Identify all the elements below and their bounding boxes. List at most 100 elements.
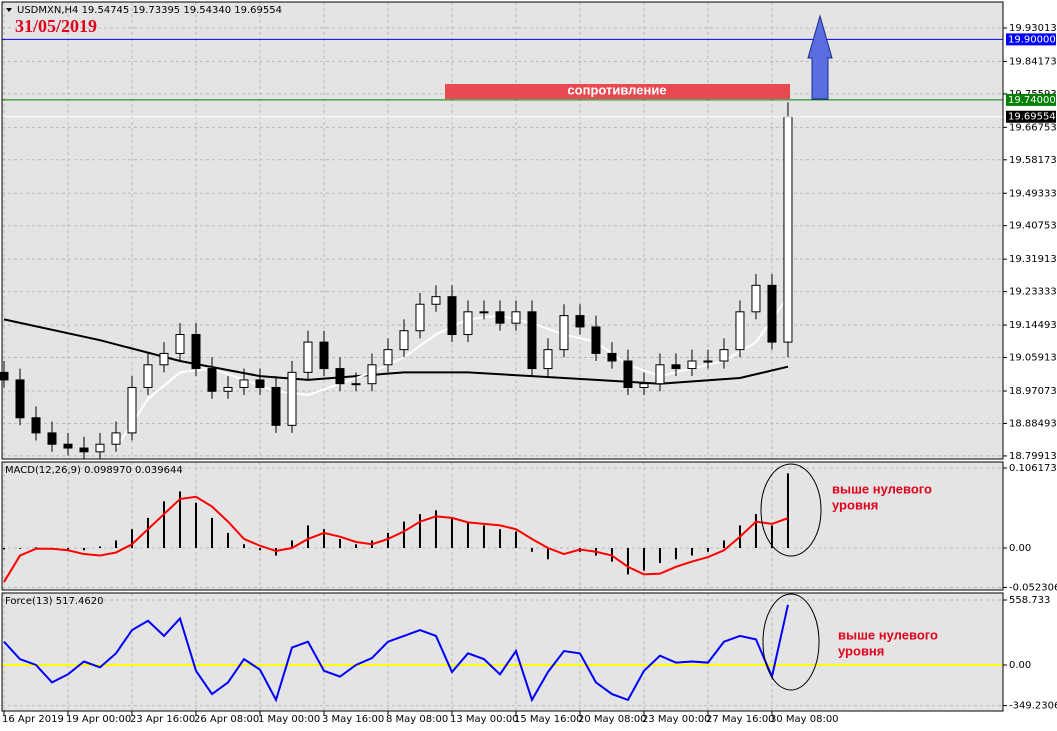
y-tick-label: 19.23333	[1009, 287, 1057, 298]
level-label-box	[1006, 110, 1056, 123]
up-arrow	[807, 14, 833, 100]
x-tick-label: 13 May 00:00	[450, 714, 519, 725]
candle-body	[15, 379, 25, 419]
candle-body	[751, 284, 761, 313]
level-label: 19.90000	[1008, 34, 1056, 45]
symbol-line: USDMXN,H4 19.54745 19.73395 19.54340 19.…	[17, 5, 282, 16]
y-tick-label: 0.00	[1009, 660, 1031, 671]
y-tick-label: 19.31913	[1009, 254, 1057, 265]
candle-body	[575, 315, 585, 328]
y-tick-label: -0.052306	[1009, 582, 1057, 593]
x-tick-label: 15 May 16:00	[514, 714, 583, 725]
candle-body	[735, 311, 745, 351]
y-tick-label: 19.05913	[1009, 353, 1057, 364]
candle-body	[639, 383, 649, 388]
x-tick-label: 20 May 08:00	[578, 714, 647, 725]
y-tick-label: 19.49333	[1009, 188, 1057, 199]
x-tick-label: 16 Apr 2019	[2, 714, 64, 725]
x-tick-label: 3 May 16:00	[322, 714, 384, 725]
x-tick-label: 23 May 00:00	[642, 714, 711, 725]
candle-body	[239, 379, 249, 388]
candle-body	[783, 116, 793, 343]
resistance-label: сопротивление	[567, 82, 666, 97]
candle-body	[399, 330, 409, 351]
candle-body	[271, 386, 281, 426]
y-tick-label: 18.88493	[1009, 418, 1057, 429]
candle-body	[63, 443, 73, 449]
panel	[1, 1, 1004, 460]
y-tick-label: 18.97073	[1009, 386, 1057, 397]
candle-body	[319, 341, 329, 370]
candle-body	[671, 364, 681, 370]
candle-body	[511, 311, 521, 324]
candle-body	[127, 386, 137, 434]
force-line	[3, 604, 789, 703]
y-tick-label: 0.00	[1009, 543, 1031, 554]
panel-title: MACD(12,26,9) 0.098970 0.039644	[5, 465, 183, 476]
y-tick-label: 19.84173	[1009, 56, 1057, 67]
annotation: выше нулевого	[832, 481, 932, 496]
y-tick-label: 18.79913	[1009, 451, 1057, 462]
panel-title: Force(13) 517.4620	[5, 596, 103, 607]
annotation: выше нулевого	[838, 627, 938, 642]
signal-line	[3, 495, 789, 583]
candle-body	[623, 360, 633, 388]
candle-body	[79, 447, 89, 453]
menu-triangle	[6, 8, 12, 12]
resistance-box	[445, 84, 790, 99]
y-tick-label: 19.66753	[1009, 122, 1057, 133]
candle-body	[351, 383, 361, 386]
candle-body	[415, 303, 425, 332]
candle-body	[111, 432, 121, 445]
x-tick-label: 8 May 08:00	[386, 714, 448, 725]
candle-body	[191, 334, 201, 370]
panel-border	[1, 461, 1004, 591]
x-tick-label: 26 Apr 08:00	[194, 714, 259, 725]
y-tick-label: 19.58173	[1009, 155, 1057, 166]
candle-body	[367, 364, 377, 385]
y-tick-label: 19.14493	[1009, 320, 1057, 331]
candle-body	[479, 311, 489, 314]
candle-body	[447, 296, 457, 336]
candle-body	[95, 443, 105, 453]
candle-body	[303, 341, 313, 373]
annotation: уровня	[832, 497, 878, 512]
candle-body	[559, 315, 569, 351]
annotation: уровня	[838, 643, 884, 658]
candle-body	[223, 386, 233, 392]
candle-body	[143, 364, 153, 388]
candle-body	[703, 360, 713, 363]
level-label-box	[1006, 93, 1056, 106]
y-tick-label: -349.2306	[1009, 701, 1057, 712]
candle-body	[543, 349, 553, 370]
candle-body	[767, 284, 777, 343]
x-tick-label: 23 Apr 16:00	[130, 714, 195, 725]
candle-body	[607, 352, 617, 362]
highlight-ellipse	[760, 463, 822, 557]
candle-body	[0, 371, 9, 381]
candle-body	[175, 334, 185, 354]
panel-border	[1, 592, 1004, 712]
candle-body	[383, 349, 393, 366]
level-label: 19.74000	[1008, 95, 1056, 106]
level-label-box	[1006, 33, 1056, 46]
level-label: 19.69554	[1008, 112, 1056, 123]
candle-body	[655, 364, 665, 385]
candle-body	[159, 352, 169, 366]
y-tick-label: 0.106173	[1009, 463, 1057, 474]
y-tick-label: 19.40753	[1009, 221, 1057, 232]
candle-body	[463, 311, 473, 336]
candle-body	[591, 326, 601, 354]
candle-body	[527, 311, 537, 370]
candle-body	[31, 417, 41, 434]
candle-body	[255, 379, 265, 388]
candle-body	[431, 296, 441, 305]
x-tick-label: 27 May 16:00	[706, 714, 775, 725]
y-tick-label: 19.93013	[1009, 23, 1057, 34]
x-tick-label: 19 Apr 00:00	[66, 714, 131, 725]
date-label: 31/05/2019	[15, 16, 97, 36]
panel-border	[1, 1, 1004, 460]
